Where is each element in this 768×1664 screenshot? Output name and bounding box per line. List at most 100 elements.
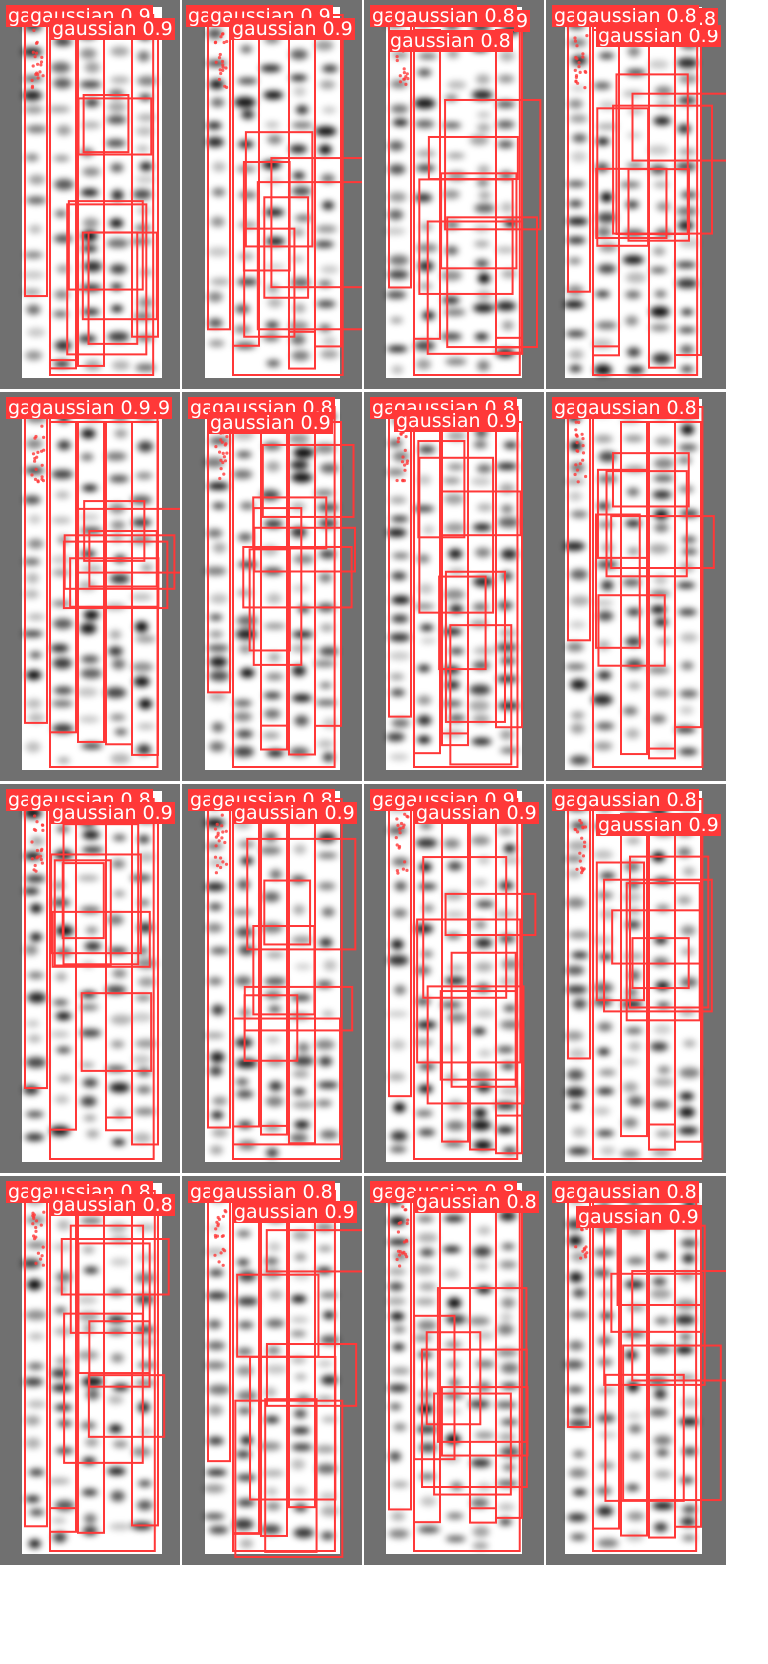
gaussian-spots — [384, 15, 521, 375]
bounding-box — [243, 227, 296, 338]
bounding-box — [421, 1348, 528, 1489]
keypoint-markers — [30, 814, 45, 873]
detection-label: gaussian 0.9 — [576, 1206, 701, 1228]
detection-tile: ga gaussian 0.8 gaussian 0.9 — [182, 392, 362, 781]
tile-image — [564, 1183, 726, 1554]
tile-image — [563, 7, 726, 378]
detection-label: gaussian 0.8 — [574, 397, 699, 419]
detection-label: ga — [370, 789, 398, 811]
bounding-box — [631, 1270, 726, 1382]
detection-tile: ga gaussian 0.9 gaussian 0.9 — [0, 0, 180, 389]
gaussian-spots — [22, 410, 156, 764]
detection-tile: ga gaussian 0.8 gaussian 0.9 — [182, 1176, 362, 1565]
gaussian-spots — [386, 803, 522, 1155]
bounding-box — [87, 1374, 166, 1438]
detection-label: gaussian 0.9 — [596, 25, 721, 47]
bounding-box — [426, 985, 525, 1105]
detection-label: ga — [552, 1181, 580, 1203]
detection-label: gaussian 0.9 — [50, 18, 175, 40]
bounding-box — [69, 1224, 145, 1334]
bounding-box — [264, 1398, 318, 1553]
tile-image — [564, 791, 713, 1162]
keypoint-markers — [573, 818, 588, 875]
detection-label: gaussian 0.9 — [50, 802, 175, 824]
bounding-box — [615, 73, 689, 236]
bounding-box — [80, 992, 153, 1072]
bounding-box — [625, 882, 701, 1022]
bounding-box — [425, 1331, 482, 1426]
keypoint-markers — [395, 1205, 410, 1268]
bounding-box — [629, 855, 710, 1009]
bounding-box — [422, 856, 508, 999]
tile-image — [204, 791, 357, 1162]
tile-image — [384, 7, 542, 378]
detection-label: gaussian 0.9 — [394, 410, 519, 432]
bounding-box — [63, 534, 176, 590]
detection-label: gaussian 0.8 — [574, 5, 699, 27]
bounding-box — [444, 98, 542, 231]
detection-label: ga — [6, 397, 34, 419]
detection-label: ga — [186, 5, 214, 27]
tile-image — [203, 1183, 362, 1558]
bounding-box — [243, 994, 299, 1062]
detection-label: ga — [370, 5, 398, 27]
detection-tile: ga gaussian 0.9.9 — [0, 392, 180, 781]
detection-tile: ga gaussian 0.8 gaussian 0.8 9 — [364, 0, 544, 389]
bounding-box — [449, 624, 513, 766]
detection-boxes — [567, 406, 715, 768]
detection-tile: ga gaussian 0.8 — [546, 392, 726, 781]
keypoint-markers — [31, 1210, 46, 1267]
bounding-box — [82, 94, 130, 154]
detection-label: gaussian 0.8 — [414, 1191, 539, 1213]
bounding-box — [53, 859, 112, 967]
detection-tile: ga gaussian 0.8 gaussian 0.9 — [546, 784, 726, 1173]
bounding-box — [444, 892, 537, 937]
detection-tile: ga gaussian 0.9 gaussian 0.9 — [364, 784, 544, 1173]
bounding-box — [261, 443, 355, 518]
bounding-box — [256, 181, 362, 331]
detection-label: ga — [370, 1181, 398, 1203]
bounding-box — [444, 570, 506, 723]
tile-image — [386, 1183, 529, 1554]
bounding-box — [439, 990, 518, 1081]
keypoint-markers — [213, 32, 229, 89]
detection-tile: ga gaussian 0.9 gaussian 0.9 — [182, 0, 362, 389]
bounding-box — [77, 421, 105, 743]
tile-image — [21, 7, 162, 378]
detection-label: gaussian 0.9 — [28, 397, 153, 419]
detection-label: gaussian 0.8 — [392, 5, 517, 27]
bounding-box — [610, 515, 715, 569]
tile-image — [21, 1183, 170, 1554]
gaussian-spots — [386, 408, 520, 761]
bounding-box — [244, 131, 314, 248]
tile-image — [386, 399, 523, 770]
bounding-box — [246, 837, 357, 951]
detection-label: gaussian 0.9 — [230, 18, 355, 40]
bounding-box — [66, 203, 148, 356]
detection-label: .9 — [150, 397, 173, 419]
bounding-box — [67, 200, 144, 291]
bounding-box — [265, 1343, 358, 1407]
detection-label: ga — [188, 1181, 216, 1203]
film-strip — [205, 399, 340, 770]
detection-label: gaussian 0.8 — [210, 1181, 335, 1203]
bounding-box — [603, 878, 713, 1013]
detection-label: ga — [6, 5, 34, 27]
tile-image — [22, 791, 162, 1162]
bounding-box — [622, 1344, 722, 1502]
keypoint-markers — [573, 34, 589, 90]
detection-label: gaussian 0.9 — [232, 1201, 357, 1223]
detection-tile: ga gaussian 0.8 gaussian 0.9 — [546, 1176, 726, 1565]
bounding-box — [49, 421, 77, 734]
detection-label: .8 — [696, 8, 719, 30]
tile-image — [386, 791, 537, 1162]
detection-label: gaussian 0.9 — [596, 814, 721, 836]
bounding-box — [631, 92, 726, 162]
bounding-box — [418, 178, 514, 295]
detection-tile: ga gaussian 0.8 gaussian 0.9.8 — [546, 0, 726, 389]
detection-label: gaussian 0.8 — [574, 789, 699, 811]
bounding-box — [263, 196, 310, 299]
bounding-box — [87, 231, 139, 345]
